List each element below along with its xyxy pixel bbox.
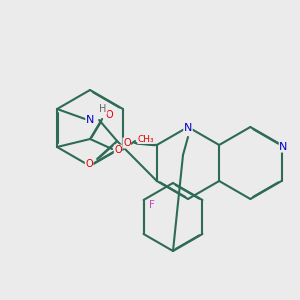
Text: CH₃: CH₃: [138, 134, 154, 143]
Text: O: O: [105, 110, 113, 120]
Text: O: O: [85, 159, 93, 169]
Text: H: H: [99, 104, 107, 114]
Text: N: N: [184, 123, 192, 133]
Text: O: O: [123, 138, 130, 148]
Text: F: F: [148, 200, 154, 210]
Text: O: O: [114, 145, 122, 155]
Text: N: N: [279, 142, 288, 152]
Text: N: N: [86, 115, 94, 125]
